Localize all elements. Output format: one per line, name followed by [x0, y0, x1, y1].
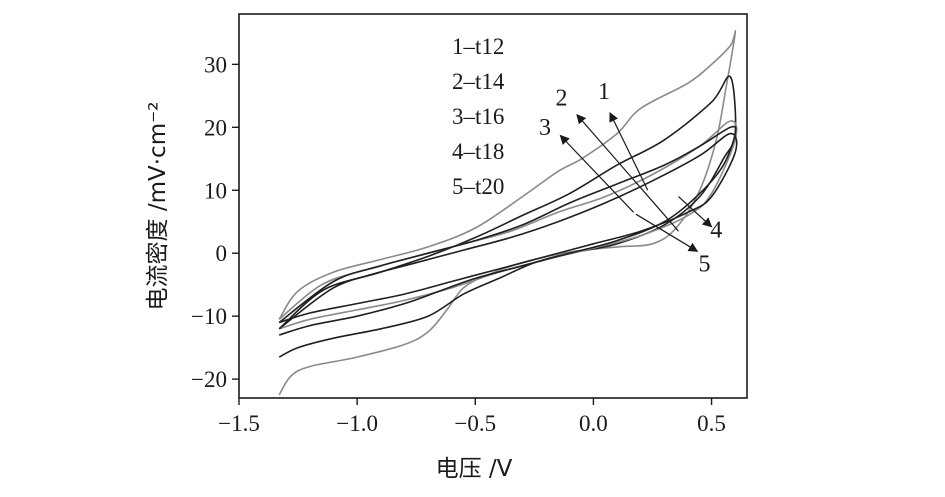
- x-tick-label: 0.0: [579, 411, 608, 436]
- ticks-layer: −1.5 −1.0 −0.5 0.0 0.5 −20 −10 0 10 20 30: [191, 52, 726, 436]
- series-curve-1: [278, 30, 737, 396]
- callout-label-5: 5: [698, 251, 710, 277]
- series-curve-5: [278, 125, 737, 336]
- legend-entry-5: 5–t20: [452, 174, 504, 199]
- y-tick-label: −20: [191, 367, 227, 392]
- series-curve-2: [278, 75, 737, 358]
- y-tick-label: 0: [216, 241, 228, 266]
- callout-label-4: 4: [710, 217, 722, 243]
- series-curve-4: [278, 132, 738, 330]
- y-tick-label: −10: [191, 304, 227, 329]
- legend-entry-4: 4–t18: [452, 139, 504, 164]
- x-tick-label: −1.0: [336, 411, 378, 436]
- callout-arrow-4: [678, 196, 713, 228]
- series-curve-3: [278, 120, 738, 330]
- y-tick-label: 30: [204, 52, 227, 77]
- series-layer: [278, 30, 738, 396]
- y-tick-label: 10: [204, 178, 227, 203]
- y-axis-title: 电流密度 /mV·cm⁻²: [145, 102, 171, 311]
- legend-entry-1: 1–t12: [452, 34, 504, 59]
- x-axis-title: 电压 /V: [436, 456, 513, 482]
- y-tick-label: 20: [204, 115, 227, 140]
- callout-arrow-1: [609, 111, 649, 191]
- callout-arrow-3: [559, 134, 635, 213]
- legend: 1–t12 2–t14 3–t16 4–t18 5–t20: [452, 34, 505, 199]
- callouts: 1 23 45: [539, 79, 722, 277]
- callout-label-1: 1: [598, 79, 610, 105]
- x-tick-label: −1.5: [218, 411, 260, 436]
- legend-entry-3: 3–t16: [452, 104, 504, 129]
- callout-label-2: 2: [556, 85, 568, 111]
- callout-arrow-5: [635, 213, 699, 252]
- plot-frame: [238, 13, 748, 399]
- legend-entry-2: 2–t14: [452, 69, 505, 94]
- callout-arrow-2: [576, 113, 679, 232]
- x-tick-label: −0.5: [454, 411, 496, 436]
- callout-label-3: 3: [539, 115, 551, 141]
- x-tick-label: 0.5: [697, 411, 726, 436]
